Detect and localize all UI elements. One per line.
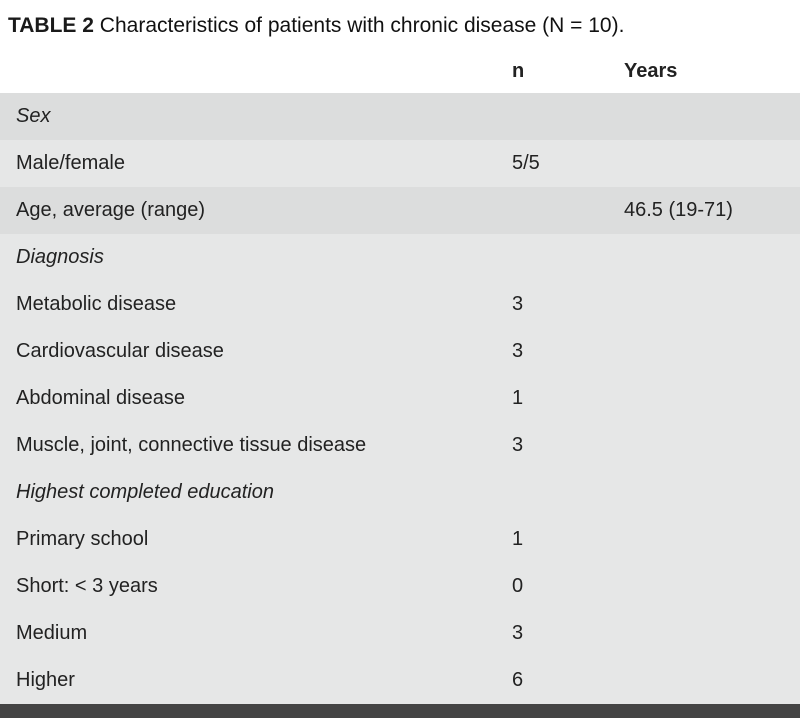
row-years (608, 422, 800, 469)
row-years (608, 281, 800, 328)
row-label: Male/female (0, 140, 496, 187)
table-row: Muscle, joint, connective tissue disease… (0, 422, 800, 469)
row-label: Age, average (range) (0, 187, 496, 234)
row-n: 3 (496, 281, 608, 328)
row-years: 46.5 (19-71) (608, 187, 800, 234)
section-label: Highest completed education (0, 469, 496, 516)
row-years (608, 234, 800, 281)
row-n: 5/5 (496, 140, 608, 187)
row-label: Muscle, joint, connective tissue disease (0, 422, 496, 469)
row-n (496, 469, 608, 516)
table-label: TABLE 2 (8, 14, 94, 37)
row-years (608, 469, 800, 516)
table-row: Abdominal disease1 (0, 375, 800, 422)
row-label: Metabolic disease (0, 281, 496, 328)
row-years (608, 93, 800, 140)
col-header-n: n (496, 54, 608, 93)
row-label: Higher (0, 657, 496, 704)
patient-characteristics-table: n Years SexMale/female5/5Age, average (r… (0, 54, 800, 704)
row-n: 1 (496, 516, 608, 563)
table-row: Short: < 3 years0 (0, 563, 800, 610)
row-n: 6 (496, 657, 608, 704)
row-label: Medium (0, 610, 496, 657)
table-section-row: Diagnosis (0, 234, 800, 281)
table-caption: TABLE 2 Characteristics of patients with… (0, 0, 800, 54)
row-n: 3 (496, 328, 608, 375)
row-label: Cardiovascular disease (0, 328, 496, 375)
row-n: 1 (496, 375, 608, 422)
col-header-blank (0, 54, 496, 93)
row-label: Primary school (0, 516, 496, 563)
row-years (608, 516, 800, 563)
row-n: 3 (496, 610, 608, 657)
row-years (608, 375, 800, 422)
col-header-years: Years (608, 54, 800, 93)
table-row: Age, average (range) 46.5 (19-71) (0, 187, 800, 234)
row-label: Short: < 3 years (0, 563, 496, 610)
table-footer-bar (0, 704, 800, 718)
table-row: Medium3 (0, 610, 800, 657)
table-row: Cardiovascular disease3 (0, 328, 800, 375)
table-row: Primary school1 (0, 516, 800, 563)
row-years (608, 610, 800, 657)
table-row: Higher6 (0, 657, 800, 704)
row-n: 0 (496, 563, 608, 610)
row-years (608, 657, 800, 704)
table-row: Male/female5/5 (0, 140, 800, 187)
row-n (496, 187, 608, 234)
section-label: Sex (0, 93, 496, 140)
table-section-row: Highest completed education (0, 469, 800, 516)
table-section-row: Sex (0, 93, 800, 140)
row-label: Abdominal disease (0, 375, 496, 422)
table-row: Metabolic disease3 (0, 281, 800, 328)
section-label: Diagnosis (0, 234, 496, 281)
row-n (496, 234, 608, 281)
table-caption-text: Characteristics of patients with chronic… (100, 14, 625, 37)
row-years (608, 328, 800, 375)
row-years (608, 563, 800, 610)
table-header-row: n Years (0, 54, 800, 93)
row-years (608, 140, 800, 187)
row-n (496, 93, 608, 140)
row-n: 3 (496, 422, 608, 469)
